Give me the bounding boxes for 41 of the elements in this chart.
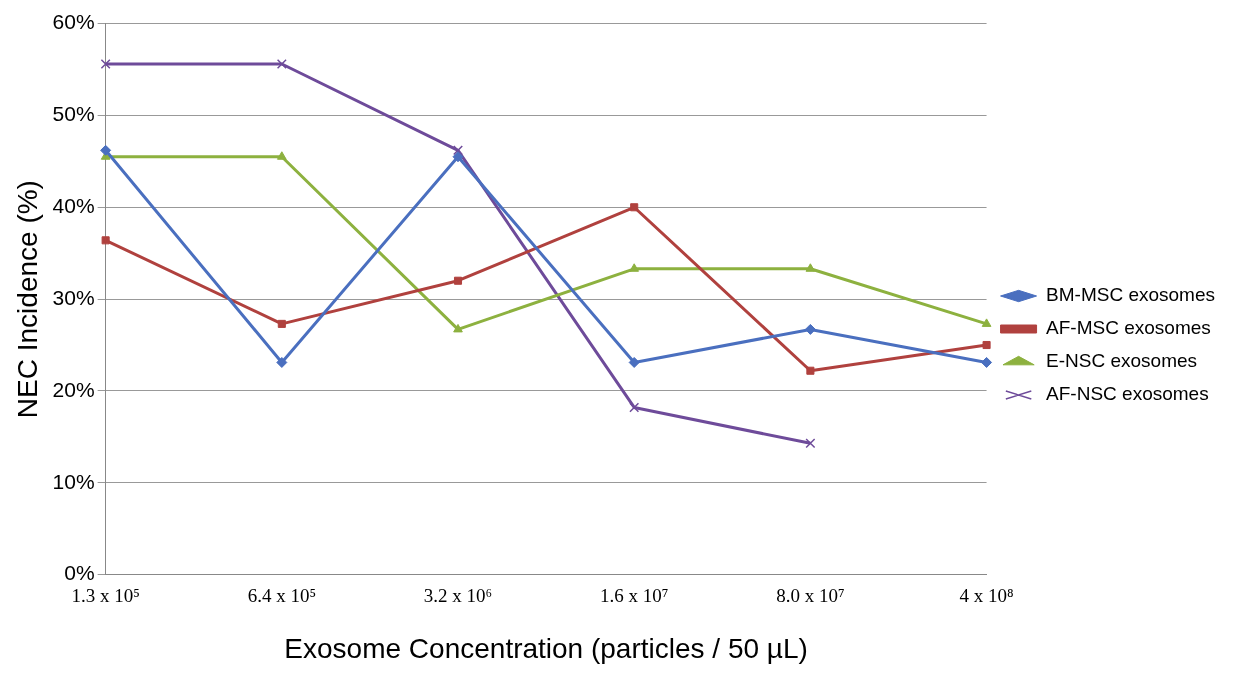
point xyxy=(806,366,815,375)
point xyxy=(805,263,816,272)
y-tick-label: 40% xyxy=(52,194,95,218)
point xyxy=(981,356,993,368)
y-tick-label: 60% xyxy=(52,10,95,34)
point xyxy=(804,323,816,335)
point xyxy=(629,402,640,413)
point xyxy=(981,318,992,327)
point xyxy=(101,236,110,245)
y-tick-label: 50% xyxy=(52,102,95,126)
point xyxy=(100,59,111,69)
point xyxy=(629,263,640,272)
point xyxy=(277,319,286,328)
x-tick-label: 3.2 x 10⁶ xyxy=(423,584,493,606)
legend-label: AF-MSC exosomes xyxy=(1046,317,1211,339)
point xyxy=(100,144,112,156)
y-tick-label: 10% xyxy=(52,469,95,493)
point xyxy=(276,151,287,160)
y-tick-label: 0% xyxy=(64,561,95,585)
x-tick-label: 6.4 x 10⁵ xyxy=(247,584,317,606)
point xyxy=(453,145,463,156)
point xyxy=(453,323,463,333)
x-tick-label: 4 x 10⁸ xyxy=(959,584,1014,606)
point xyxy=(630,203,639,212)
x-tick-label: 1.6 x 10⁷ xyxy=(600,584,669,606)
point xyxy=(628,356,640,368)
x-tick-label: 8.0 x 10⁷ xyxy=(776,584,845,606)
legend-label: E-NSC exosomes xyxy=(1046,350,1198,372)
point xyxy=(982,340,991,350)
x-axis-title: Exosome Concentration (particles / 50 µL) xyxy=(284,632,808,664)
point xyxy=(453,276,463,285)
point xyxy=(452,151,464,163)
legend-label: BM-MSC exosomes xyxy=(1046,284,1215,306)
y-tick-label: 20% xyxy=(52,377,95,401)
x-tick-label: 1.3 x 10⁵ xyxy=(71,584,140,606)
point xyxy=(276,59,287,69)
y-tick-label: 30% xyxy=(52,285,95,309)
point xyxy=(805,438,816,449)
y-axis-title: NEC Incidence (%) xyxy=(11,180,43,419)
point xyxy=(276,356,288,368)
legend-label: AF-NSC exosomes xyxy=(1046,383,1209,405)
